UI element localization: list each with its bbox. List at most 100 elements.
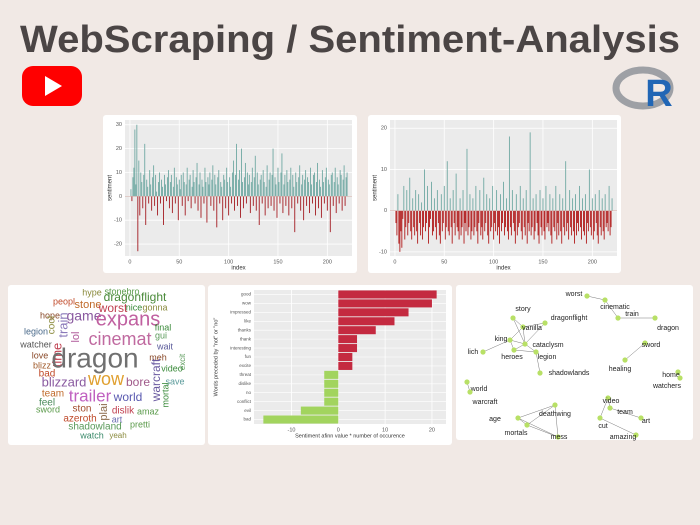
y-tick-label: evil (244, 408, 251, 413)
bar (230, 186, 232, 197)
bar (459, 198, 461, 211)
bar (201, 179, 203, 197)
node-label: team (617, 409, 633, 416)
bar (147, 186, 149, 197)
bar (275, 184, 277, 197)
bar (271, 174, 273, 197)
bar (303, 196, 305, 221)
edge (509, 326, 524, 341)
bar (528, 210, 530, 232)
bar (408, 210, 410, 224)
y-tick-label: 0 (384, 208, 387, 214)
bar (501, 210, 502, 232)
bar (597, 210, 599, 244)
bar (560, 210, 562, 232)
bar (569, 190, 571, 211)
bar (205, 182, 207, 197)
y-tick-label: thank (240, 336, 252, 341)
bar (255, 196, 257, 211)
bar (223, 174, 225, 197)
bar (248, 174, 250, 197)
x-tick-label: 150 (538, 259, 547, 265)
bar (585, 210, 587, 244)
bar (555, 185, 557, 211)
node-label: story (515, 306, 531, 313)
bar (235, 174, 236, 197)
y-tick-label: excite (239, 363, 251, 368)
bar (435, 210, 437, 240)
bar (173, 167, 175, 197)
bar (324, 177, 326, 197)
bar (425, 210, 426, 232)
word: dragonflight (104, 290, 167, 304)
bar (141, 182, 143, 197)
y-tick-label: -10 (114, 218, 122, 224)
bar (338, 317, 395, 326)
bar (313, 174, 314, 197)
word: lol (70, 331, 82, 342)
bar (413, 210, 415, 228)
word: legion (24, 326, 48, 336)
bar (145, 196, 147, 225)
bar (227, 182, 229, 197)
bar (523, 210, 525, 228)
word: excit (178, 353, 187, 370)
bar (162, 186, 163, 197)
bar (268, 179, 270, 197)
bar (472, 198, 474, 211)
bar (160, 196, 161, 204)
bar (400, 210, 402, 232)
x-tick-label: 100 (489, 259, 498, 265)
y-tick-label: bad (243, 417, 251, 422)
bar (494, 210, 496, 224)
bar (601, 198, 603, 211)
bar (432, 210, 434, 232)
y-tick-label: 20 (116, 146, 122, 152)
bar (243, 177, 245, 197)
bar (336, 177, 338, 197)
x-tick-label: 20 (429, 427, 435, 433)
node (597, 415, 603, 421)
node (537, 370, 543, 376)
bar (549, 194, 551, 211)
bar (464, 210, 466, 224)
bar (448, 210, 450, 236)
y-tick-label: no (246, 390, 252, 395)
bar (576, 210, 577, 236)
node-label: legion (538, 354, 557, 361)
bar (216, 196, 218, 228)
bar (163, 196, 164, 225)
bar (495, 210, 497, 232)
bar (208, 184, 210, 197)
bar (280, 172, 282, 197)
bar (263, 415, 339, 424)
word: hype (82, 287, 102, 297)
edge (517, 417, 559, 438)
bar (159, 172, 160, 197)
bar (330, 174, 332, 197)
bar (179, 189, 181, 197)
word: feel (39, 398, 55, 409)
bar (482, 210, 484, 240)
y-tick-label: interesting (230, 345, 251, 350)
word: amaz (137, 406, 160, 416)
node (638, 415, 644, 421)
bar (605, 210, 607, 228)
bar (343, 165, 345, 197)
bar (338, 326, 376, 335)
node (622, 357, 628, 363)
bar (309, 196, 311, 214)
word: dislik (112, 406, 135, 417)
node (511, 347, 517, 353)
x-tick-label: 50 (441, 259, 447, 265)
node-label: dragonflight (551, 315, 588, 322)
bar (485, 210, 487, 224)
bar (331, 172, 333, 197)
word: gonna (142, 302, 167, 312)
bar (323, 196, 325, 204)
node (464, 379, 470, 385)
y-tick-label: 20 (381, 126, 387, 132)
node-label: art (642, 418, 650, 425)
bar (580, 210, 581, 228)
bar (286, 170, 288, 197)
